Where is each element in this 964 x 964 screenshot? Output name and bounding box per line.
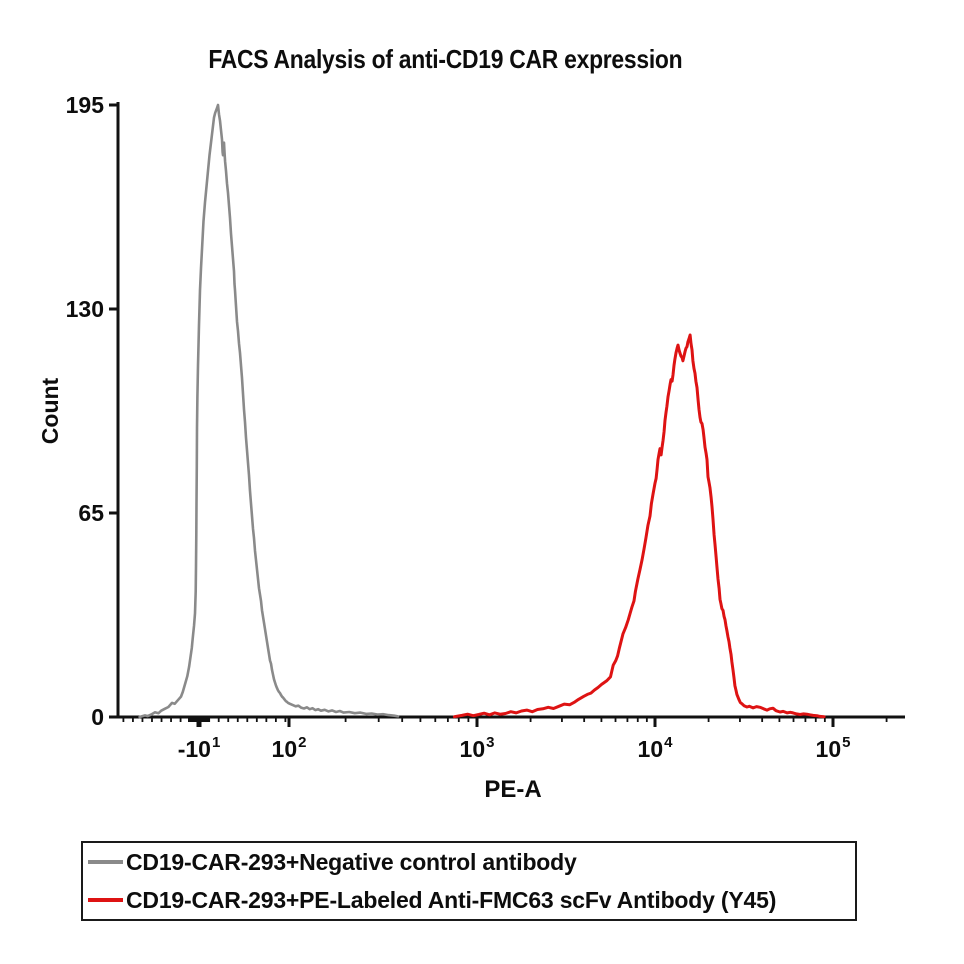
x-tick-base: -10 xyxy=(177,736,211,762)
legend-line-gray-icon xyxy=(88,860,123,864)
chart-title: FACS Analysis of anti-CD19 CAR expressio… xyxy=(0,42,890,76)
x-tick-label: 105 xyxy=(773,734,893,763)
x-tick-exponent: 5 xyxy=(842,734,851,751)
legend: CD19-CAR-293+Negative control antibody C… xyxy=(81,841,857,921)
y-tick-label: 0 xyxy=(91,704,104,730)
y-tick-label: 130 xyxy=(65,296,104,322)
x-tick-base: 10 xyxy=(637,736,664,762)
legend-item-pe-labeled: CD19-CAR-293+PE-Labeled Anti-FMC63 scFv … xyxy=(88,881,855,919)
legend-label-negative-control: CD19-CAR-293+Negative control antibody xyxy=(126,848,577,875)
x-tick-exponent: 3 xyxy=(486,734,495,751)
y-tick-label: 195 xyxy=(65,92,104,118)
legend-item-negative-control: CD19-CAR-293+Negative control antibody xyxy=(88,843,855,881)
x-tick-exponent: 1 xyxy=(211,734,221,751)
legend-line-red-icon xyxy=(88,898,123,902)
y-tick-label: 65 xyxy=(78,500,104,526)
chart-title-text: FACS Analysis of anti-CD19 CAR expressio… xyxy=(207,44,683,74)
x-tick-exponent: 4 xyxy=(664,734,673,751)
x-tick-label: 104 xyxy=(595,734,715,763)
x-axis-title: PE-A xyxy=(484,776,542,803)
x-tick-label: 102 xyxy=(229,734,349,763)
y-axis-title: Count xyxy=(37,377,63,445)
negative-control-curve xyxy=(138,103,400,719)
x-axis-zero-tick xyxy=(188,716,210,722)
legend-label-pe-labeled: CD19-CAR-293+PE-Labeled Anti-FMC63 scFv … xyxy=(126,886,777,913)
x-tick-label: 103 xyxy=(417,734,537,763)
x-tick-base: 10 xyxy=(459,736,486,762)
pe-labeled-curve xyxy=(452,333,826,719)
x-tick-base: 10 xyxy=(815,736,842,762)
x-tick-exponent: 2 xyxy=(298,734,307,751)
x-tick-label: -101 xyxy=(139,734,259,763)
x-tick-base: 10 xyxy=(271,736,298,762)
